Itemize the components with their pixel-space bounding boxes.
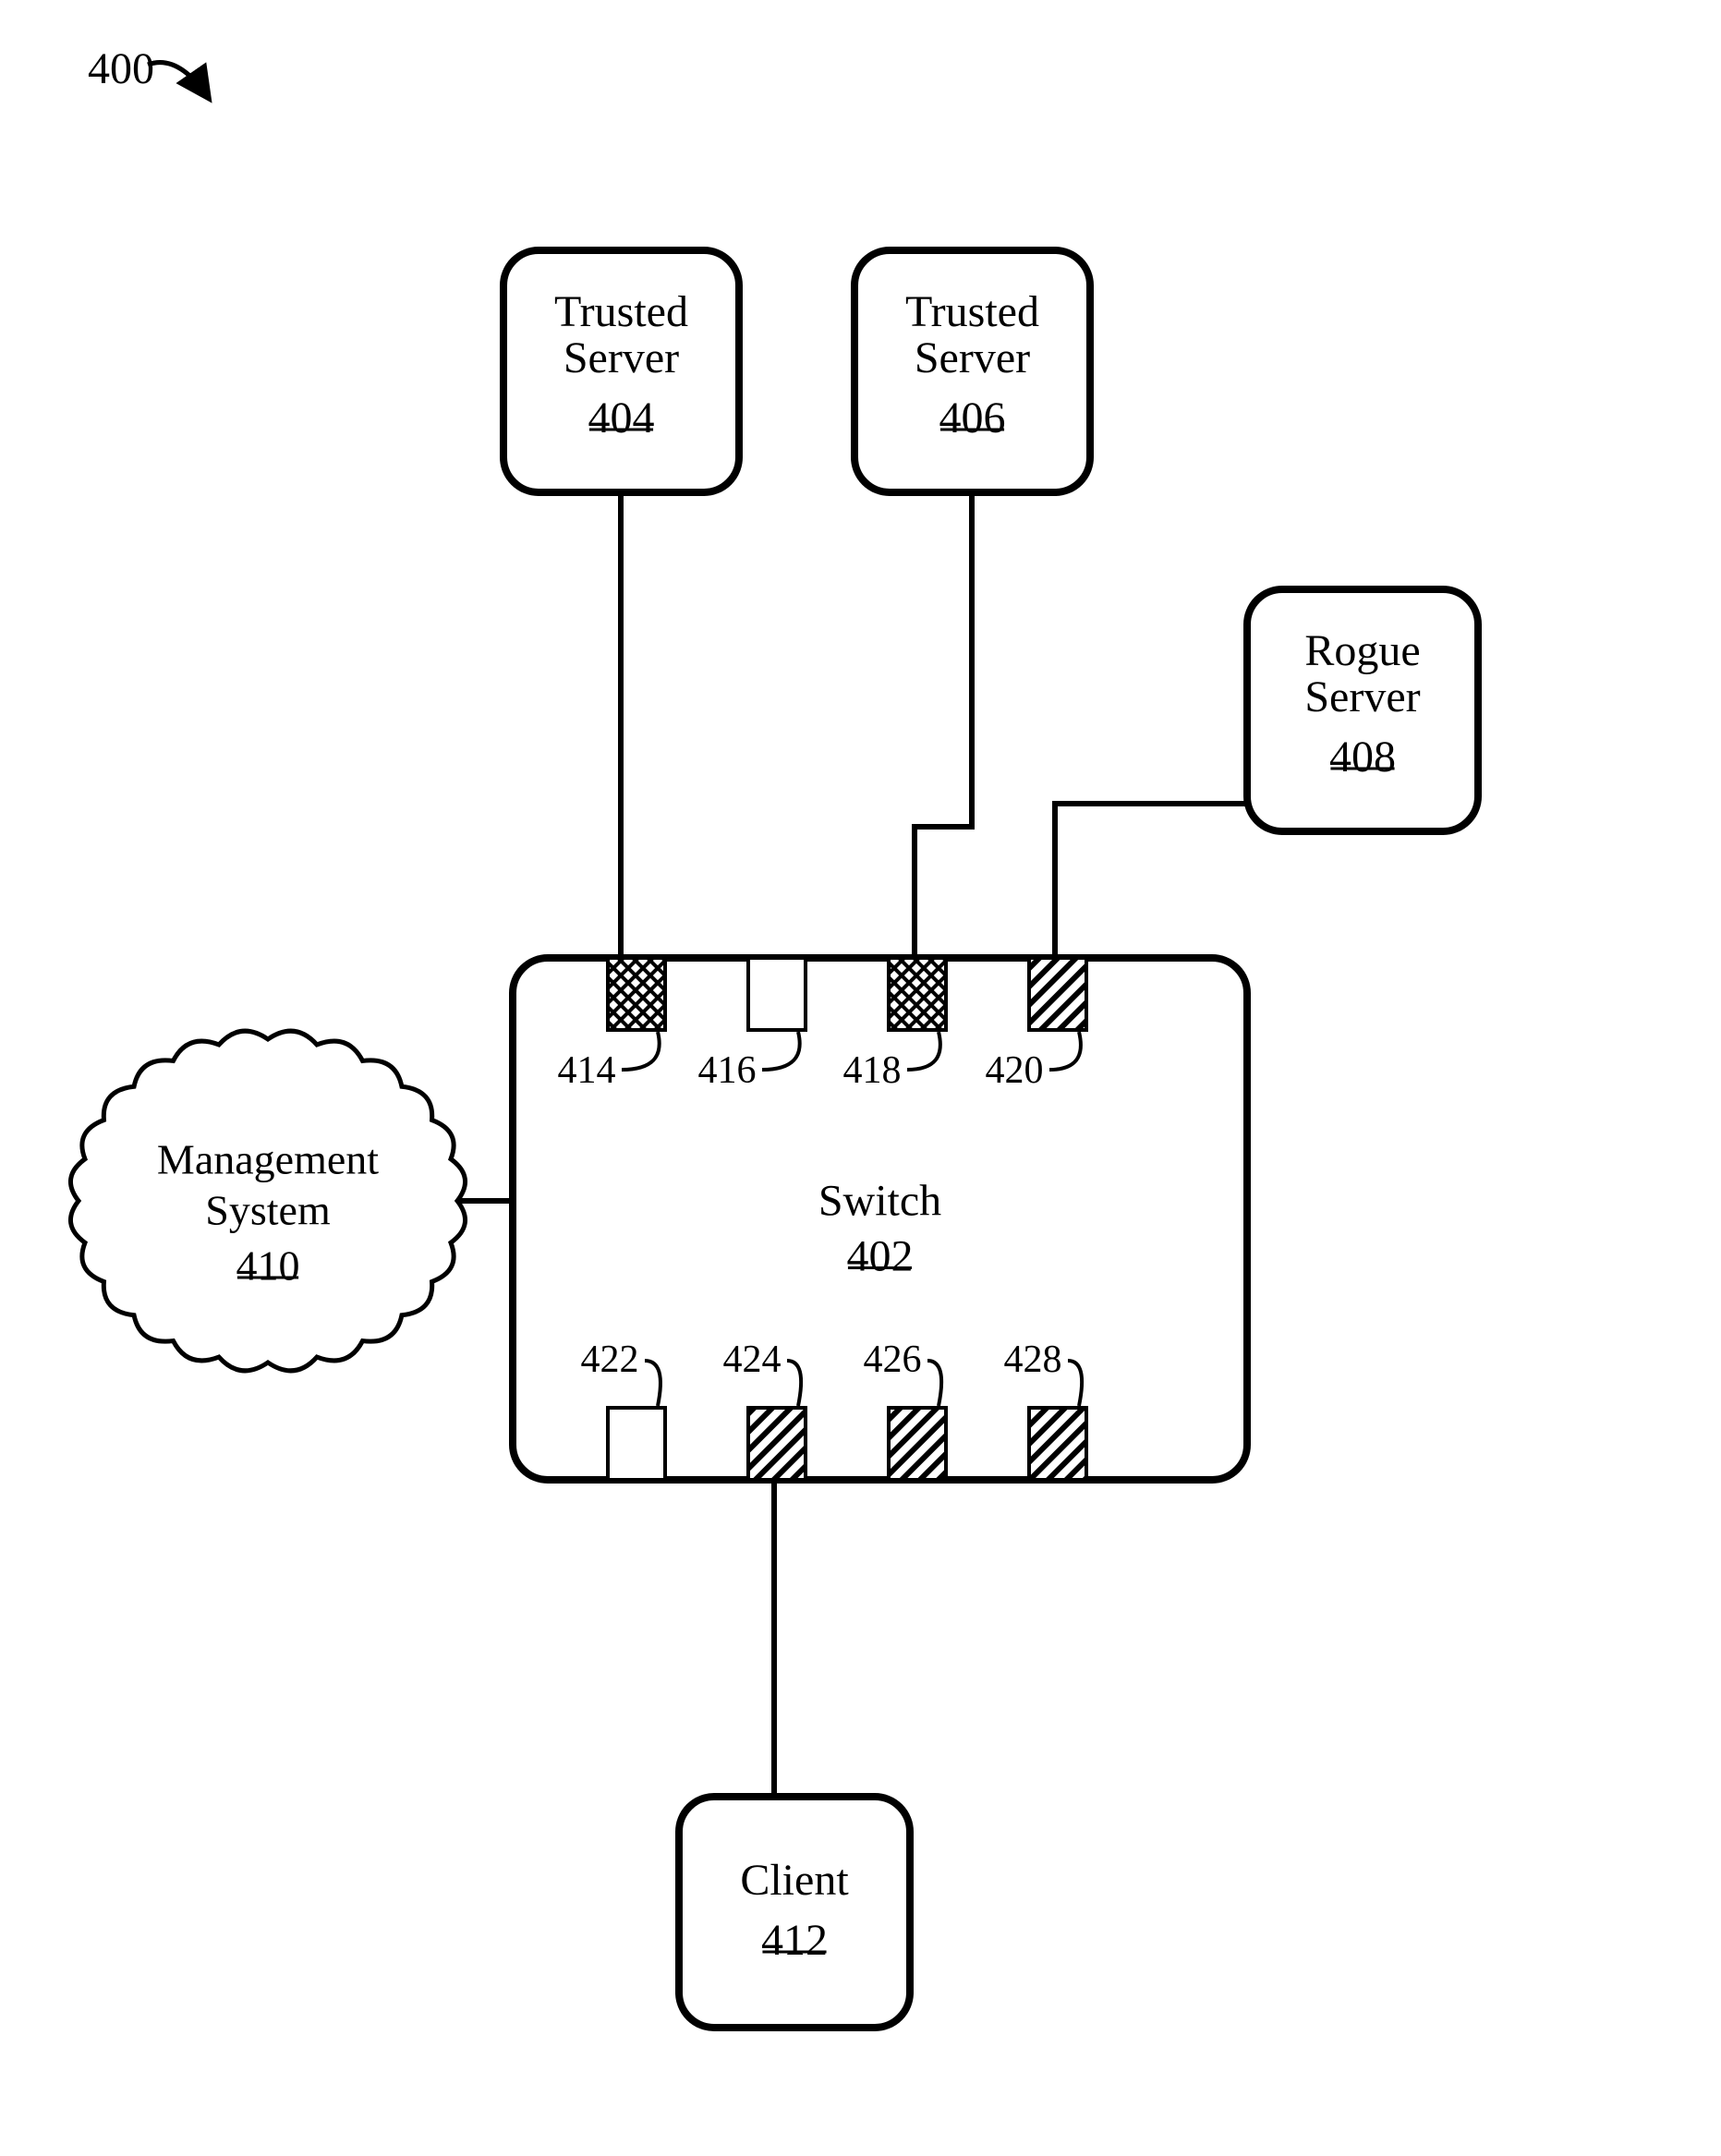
port-424 [748, 1408, 806, 1480]
node-trusted_server_2-line-0: Trusted [905, 287, 1039, 336]
port-420 [1029, 958, 1086, 1030]
node-trusted_server_1-line-0: Trusted [554, 287, 688, 336]
figure-number-arrow [148, 63, 208, 97]
port-label-420: 420 [986, 1049, 1044, 1092]
port-label-416: 416 [698, 1049, 757, 1092]
node-trusted_server_2-line-1: Server [915, 333, 1030, 382]
node-client: Client 412 [679, 1797, 910, 2028]
node-mgmt-line-0: Management [157, 1136, 379, 1183]
port-428 [1029, 1408, 1086, 1480]
port-label-426: 426 [864, 1338, 922, 1381]
edge-trusted_server_2 [915, 492, 972, 958]
port-416 [748, 958, 806, 1030]
node-switch-line-0: Switch [818, 1177, 941, 1226]
port-418 [889, 958, 946, 1030]
port-label-422: 422 [581, 1338, 639, 1381]
node-rogue_server-line-1: Server [1304, 672, 1420, 721]
port-422 [608, 1408, 665, 1480]
node-rogue_server-line-0: Rogue [1304, 626, 1420, 675]
node-trusted_server_1: TrustedServer 404 [503, 250, 739, 492]
node-rogue_server: RogueServer 408 [1247, 589, 1478, 831]
port-426 [889, 1408, 946, 1480]
node-trusted_server_2: TrustedServer 406 [854, 250, 1090, 492]
node-trusted_server_1-line-2: 404 [588, 394, 655, 442]
node-rogue_server-line-2: 408 [1329, 733, 1396, 781]
node-switch-line-1: 402 [847, 1232, 914, 1281]
node-client-line-0: Client [740, 1856, 849, 1905]
edge-rogue_server [1055, 804, 1247, 958]
port-label-424: 424 [723, 1338, 782, 1381]
port-414 [608, 958, 665, 1030]
port-label-418: 418 [843, 1049, 902, 1092]
node-mgmt-line-2: 410 [236, 1242, 300, 1290]
node-trusted_server_1-line-1: Server [564, 333, 679, 382]
node-client-line-1: 412 [761, 1916, 828, 1965]
node-mgmt: ManagementSystem 410 [70, 1031, 465, 1371]
node-mgmt-line-1: System [205, 1187, 331, 1234]
port-label-414: 414 [558, 1049, 616, 1092]
figure-number: 400 [88, 44, 154, 93]
node-trusted_server_2-line-2: 406 [939, 394, 1006, 442]
port-label-428: 428 [1004, 1338, 1062, 1381]
node-switch: Switch 402 [513, 958, 1247, 1480]
